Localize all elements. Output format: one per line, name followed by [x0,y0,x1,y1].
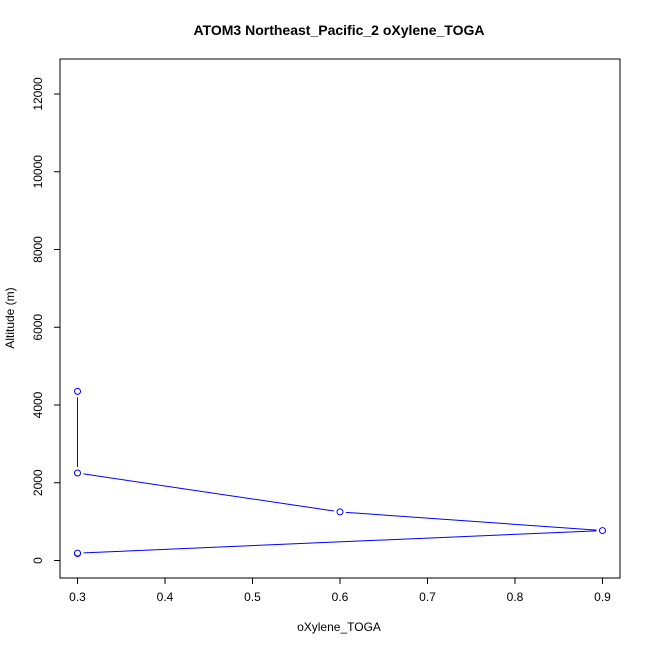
series-segment [83,473,335,512]
data-point [599,527,606,535]
x-tick-label: 0.9 [594,590,611,604]
x-tick-label: 0.7 [419,590,436,604]
chart-title: ATOM3 Northeast_Pacific_2 oXylene_TOGA [194,22,485,38]
x-tick-label: 0.3 [69,590,86,604]
plot-frame [59,58,621,579]
data-point [74,549,81,557]
data-point [74,387,81,395]
data-point [336,508,344,516]
series-layer [74,387,606,558]
data-point [74,469,81,477]
x-tick-label: 0.8 [507,590,524,604]
series-segment [83,530,597,554]
x-tick-label: 0.4 [157,590,174,604]
x-tick-label: 0.5 [244,590,261,604]
series-segment [345,511,597,531]
y-tick-label: 8000 [31,236,45,263]
y-tick-label: 6000 [31,314,45,341]
y-axis: 0 2000 4000 6000 8000 10000 12000 [31,77,61,564]
y-tick-label: 2000 [31,469,45,496]
y-tick-label: 0 [31,557,45,564]
x-axis: 0.3 0.4 0.5 0.6 0.7 0.8 0.9 [69,577,611,604]
x-axis-label: oXylene_TOGA [297,620,381,634]
y-tick-label: 12000 [31,77,45,111]
y-tick-label: 10000 [31,155,45,189]
y-axis-label: Altitude (m) [3,287,17,348]
x-tick-label: 0.6 [332,590,349,604]
y-tick-label: 4000 [31,391,45,418]
